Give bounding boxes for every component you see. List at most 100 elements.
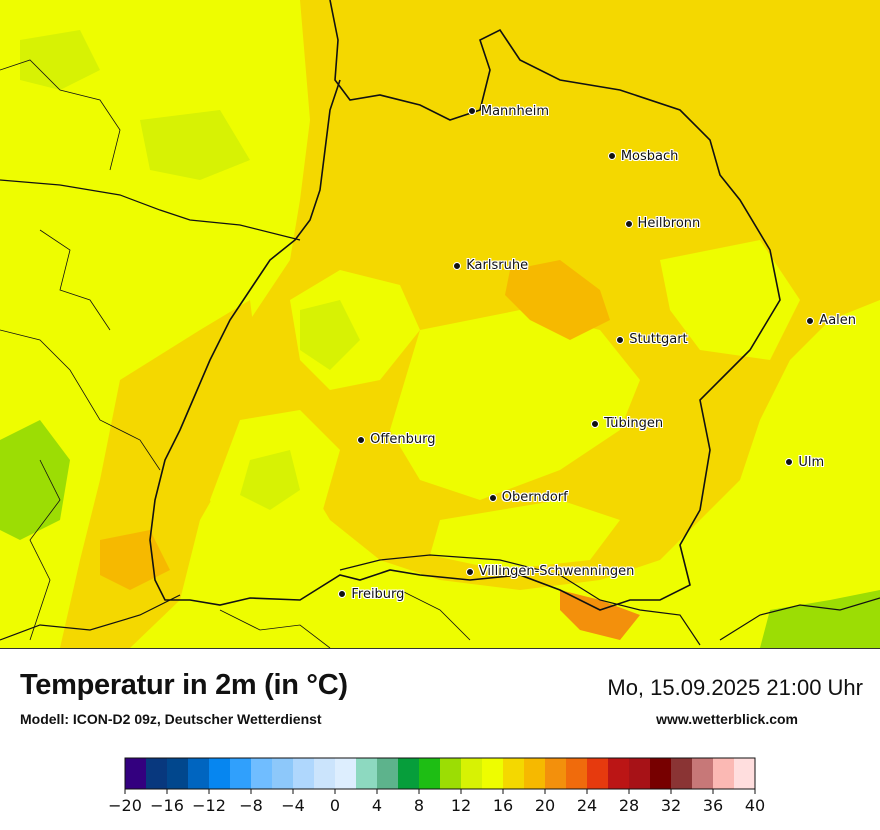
border-minor-2 [0,59,121,171]
city-marker-icon [488,493,497,502]
legend-swatch [482,758,504,789]
legend-tick-label: −20 [108,796,142,815]
city-tübingen: Tübingen [591,416,663,432]
city-marker-icon [616,335,625,344]
hot-spot-lake [560,590,640,640]
city-marker-icon [357,435,366,444]
legend-tick-label: 0 [330,796,340,815]
legend-swatch [629,758,651,789]
legend-swatch [524,758,546,789]
city-label: Tübingen [604,416,664,432]
borders [0,0,880,648]
legend-tick-label: 24 [577,796,597,815]
legend-swatch [272,758,294,789]
model-source: Modell: ICON-D2 09z, Deutscher Wetterdie… [20,711,322,727]
legend-swatch [188,758,210,789]
legend-swatch [209,758,231,789]
legend-tick-label: 20 [535,796,555,815]
border-south [0,594,181,641]
legend-swatch [440,758,462,789]
map-title: Temperatur in 2m (in °C) [20,669,348,701]
legend-swatch [671,758,693,789]
legend-tick-label: 40 [745,796,765,815]
city-label: Mosbach [620,148,679,164]
city-freiburg: Freiburg [338,586,404,602]
city-mosbach: Mosbach [607,148,679,164]
city-mannheim: Mannheim [467,103,550,119]
city-label: Mannheim [480,103,550,119]
temperature-field [0,0,880,648]
city-label: Offenburg [370,432,436,448]
city-marker-icon [785,458,794,467]
green-zone-6 [760,590,880,648]
border-minor-4 [29,459,61,641]
website-link[interactable]: www.wetterblick.com [656,711,798,727]
legend-swatch [566,758,588,789]
legend-swatch [503,758,525,789]
color-legend: −20 −16 −12 −8 −4 0 4 8 12 16 20 24 28 32 36 40 [0,649,880,830]
legend-tick-label: 12 [451,796,471,815]
cool-zone-northwest [0,0,300,230]
legend-tick-label: −4 [281,796,305,815]
legend-swatch [608,758,630,789]
legend-swatch [230,758,252,789]
cool-zone-east [660,240,800,360]
city-stuttgart: Stuttgart [616,332,688,348]
legend-swatch [461,758,483,789]
city-marker-icon [591,419,600,428]
state-border-bw [149,0,781,611]
city-marker-icon [338,590,347,599]
border-lake [339,554,701,646]
legend-swatch [545,758,567,789]
city-marker-icon [465,567,474,576]
legend-swatch [692,758,714,789]
legend-swatch [314,758,336,789]
green-zone-4 [300,300,360,370]
legend-tick-label: 32 [661,796,681,815]
city-marker-icon [607,152,616,161]
city-marker-icon [806,316,815,325]
city-label: Oberndorf [501,490,568,506]
city-label: Stuttgart [629,332,688,348]
legend-tick-label: 28 [619,796,639,815]
legend-swatch [125,758,147,789]
city-label: Ulm [798,454,825,470]
city-label: Villingen-Schwenningen [478,564,635,580]
color-scale: −20 −16 −12 −8 −4 0 4 8 12 16 20 24 28 32 36 40 [108,757,765,815]
hot-spot-rhine [100,530,170,590]
city-villingen-schwenningen: Villingen-Schwenningen [465,564,635,580]
city-heilbronn: Heilbronn [624,216,701,232]
hot-spot-stuttgart [505,260,610,340]
border-minor-6 [219,609,331,648]
legend-tick-label: 16 [493,796,513,815]
legend-swatch [251,758,273,789]
legend-swatch [587,758,609,789]
legend-swatch [377,758,399,789]
border-minor-5 [399,589,471,641]
footer: Temperatur in 2m (in °C) Modell: ICON-D2… [0,649,880,830]
legend-frame [124,757,756,790]
city-karlsruhe: Karlsruhe [453,258,528,274]
city-label: Freiburg [351,586,405,602]
legend-tick-label: 36 [703,796,723,815]
border-minor-1 [0,329,161,471]
legend-swatch [167,758,189,789]
legend-tick-label: 8 [414,796,424,815]
legend-tick-label: −16 [150,796,184,815]
city-ulm: Ulm [785,454,824,470]
city-offenburg: Offenburg [357,432,435,448]
green-zone-1 [140,110,250,180]
legend-swatch [335,758,357,789]
legend-tick-label: −8 [239,796,263,815]
cool-zone-lake [430,500,620,570]
border-east [719,597,880,641]
city-aalen: Aalen [806,313,856,329]
city-marker-icon [467,107,476,116]
city-marker-icon [453,261,462,270]
legend-swatch [146,758,168,789]
legend-swatch [734,758,756,789]
cool-zone-alb [390,310,640,500]
border-west [0,179,301,241]
legend-swatch [419,758,441,789]
city-label: Heilbronn [637,216,701,232]
